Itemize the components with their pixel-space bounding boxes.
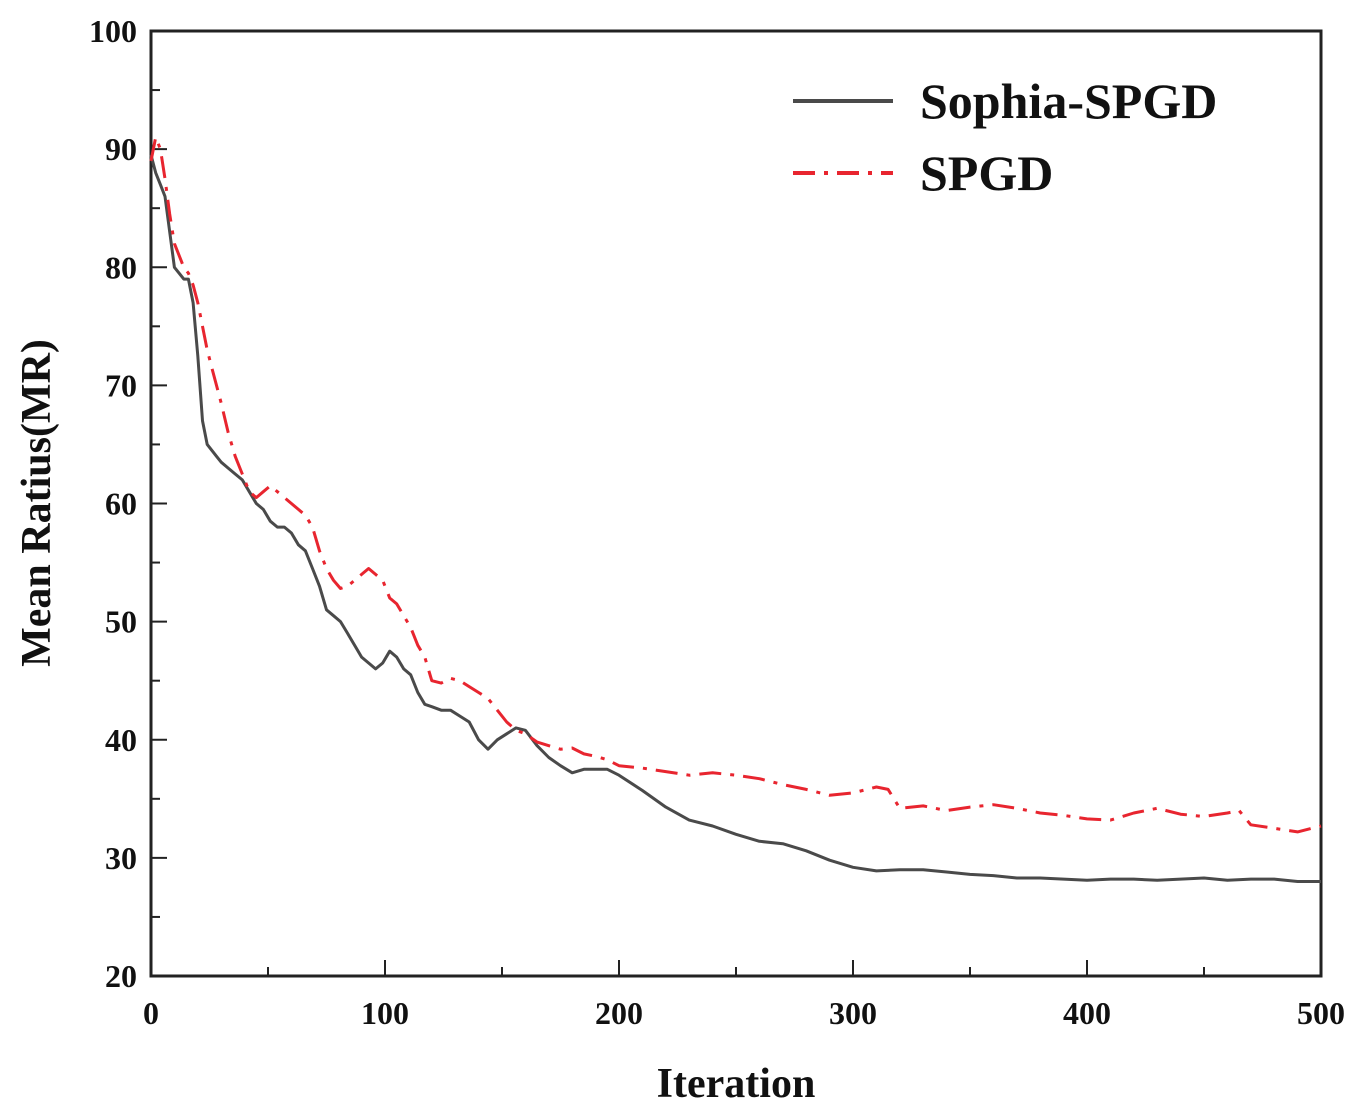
y-tick-label: 20 xyxy=(105,958,137,994)
y-tick-label: 100 xyxy=(89,13,137,49)
y-tick-labels: 20 30 40 50 60 70 80 90 100 xyxy=(89,13,137,994)
x-tick-label: 0 xyxy=(143,995,159,1031)
x-tick-label: 200 xyxy=(595,995,643,1031)
axis-ticks xyxy=(150,30,1322,977)
series-lines xyxy=(149,135,1322,883)
y-tick-label: 40 xyxy=(105,722,137,758)
x-axis-title: Iteration xyxy=(657,1061,816,1107)
y-tick-label: 50 xyxy=(105,604,137,640)
series-line-sophia-spgd xyxy=(149,154,1321,883)
y-axis-title: Mean Ratius(MR) xyxy=(14,339,60,667)
x-tick-label: 500 xyxy=(1297,995,1345,1031)
y-tick-label: 70 xyxy=(105,367,137,403)
y-tick-label: 60 xyxy=(105,486,137,522)
y-tick-label: 30 xyxy=(105,840,137,876)
y-tick-label: 90 xyxy=(105,131,137,167)
legend: Sophia-SPGD SPGD xyxy=(793,73,1217,201)
x-tick-label: 100 xyxy=(361,995,409,1031)
legend-label: Sophia-SPGD xyxy=(920,73,1217,129)
y-tick-label: 80 xyxy=(105,249,137,285)
x-tick-label: 300 xyxy=(829,995,877,1031)
x-tick-label: 400 xyxy=(1063,995,1111,1031)
legend-label: SPGD xyxy=(920,145,1053,201)
series-line-spgd xyxy=(149,135,1322,834)
x-tick-labels: 0 100 200 300 400 500 xyxy=(143,995,1345,1031)
